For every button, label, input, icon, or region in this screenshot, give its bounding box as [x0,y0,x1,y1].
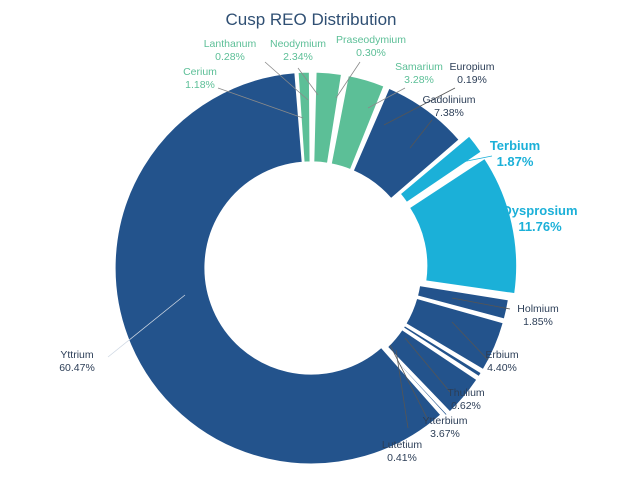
slice-praseodymium [328,74,346,165]
leader-cerium [217,87,304,119]
label-name-terbium: Terbium [490,138,540,153]
label-name-gadolinium: Gadolinium [422,94,475,106]
leader-yttrium [107,294,186,358]
slice-erbium [405,297,505,371]
slice-terbium [399,135,483,204]
slice-europium [350,86,388,172]
label-name-lutetium: Lutetium [382,439,423,451]
label-name-ytterbium: Ytterbium [423,415,468,427]
slice-holmium [416,284,510,320]
label-value-neodymium: 2.34% [283,51,313,63]
slice-thulium [402,324,483,378]
slice-dysprosium [408,157,518,295]
leader-lutetium [395,349,409,429]
label-name-erbium: Erbium [485,349,519,361]
label-value-lanthanum: 0.28% [215,51,245,63]
leader-europium [383,87,456,126]
slice-cerium [297,71,311,163]
label-name-praseodymium: Praseodymium [336,34,406,46]
label-name-holmium: Holmium [517,303,559,315]
leader-ytterbium [389,344,429,421]
slice-lanthanum [311,71,314,163]
label-name-yttrium: Yttrium [60,349,94,361]
label-value-yttrium: 60.47% [59,362,95,374]
label-value-holmium: 1.85% [523,316,553,328]
chart-title: Cusp REO Distribution [225,10,396,29]
leader-gadolinium [409,119,433,149]
label-value-terbium: 1.87% [497,154,534,169]
donut-slices [114,71,518,465]
label-value-samarium: 3.28% [404,74,434,86]
slice-neodymium [313,71,343,164]
label-value-praseodymium: 0.30% [356,47,386,59]
label-name-cerium: Cerium [183,66,217,78]
leader-holmium [451,297,511,310]
slice-samarium [330,74,385,171]
leader-neodymium [297,67,319,96]
label-value-europium: 0.19% [457,74,487,86]
leader-terbium [461,155,493,163]
label-value-lutetium: 0.41% [387,452,417,464]
label-value-thulium: 0.62% [451,400,481,412]
label-value-gadolinium: 7.38% [434,107,464,119]
leader-erbium [451,321,489,361]
label-name-thulium: Thulium [447,387,485,399]
slice-yttrium [114,72,442,465]
label-value-dysprosium: 11.76% [518,219,562,234]
leader-lines [107,61,511,429]
slice-gadolinium [352,87,461,200]
label-name-neodymium: Neodymium [270,38,326,50]
label-name-samarium: Samarium [395,61,443,73]
label-name-dysprosium: Dysprosium [502,203,577,218]
label-value-erbium: 4.40% [487,362,517,374]
label-value-cerium: 1.18% [185,79,215,91]
label-name-europium: Europium [450,61,495,73]
leader-thulium [404,337,451,393]
label-value-ytterbium: 3.67% [430,428,460,440]
leader-praseodymium [335,61,361,99]
leader-samarium [367,87,406,109]
label-name-lanthanum: Lanthanum [204,38,257,50]
leader-lanthanum [264,61,309,101]
